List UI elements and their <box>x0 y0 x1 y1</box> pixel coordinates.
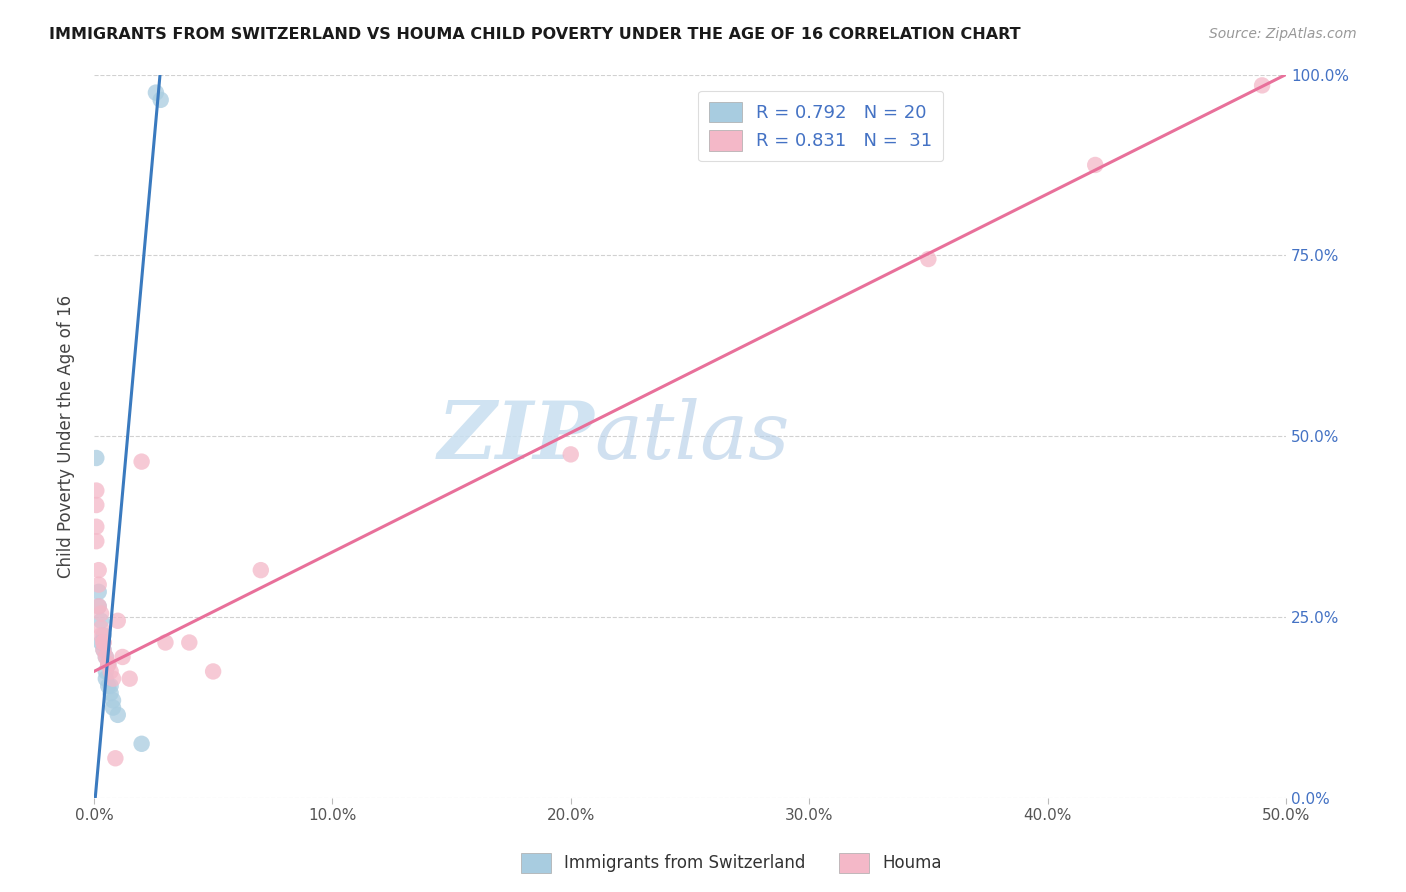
Text: IMMIGRANTS FROM SWITZERLAND VS HOUMA CHILD POVERTY UNDER THE AGE OF 16 CORRELATI: IMMIGRANTS FROM SWITZERLAND VS HOUMA CHI… <box>49 27 1021 42</box>
Point <box>104 751 127 765</box>
Point <box>87 577 110 591</box>
Point <box>149 93 172 107</box>
Point <box>90 635 112 649</box>
Point <box>93 635 115 649</box>
Point <box>97 657 120 672</box>
Point <box>1084 158 1107 172</box>
Text: Source: ZipAtlas.com: Source: ZipAtlas.com <box>1209 27 1357 41</box>
Point <box>107 614 129 628</box>
Legend: R = 0.792   N = 20, R = 0.831   N =  31: R = 0.792 N = 20, R = 0.831 N = 31 <box>699 91 943 161</box>
Point <box>145 86 167 100</box>
Point <box>131 455 153 469</box>
Point <box>917 252 939 266</box>
Point <box>86 520 108 534</box>
Point <box>107 707 129 722</box>
Point <box>97 679 120 693</box>
Point <box>118 672 141 686</box>
Point <box>93 642 115 657</box>
Point <box>87 585 110 599</box>
Point <box>101 700 124 714</box>
Point <box>97 657 120 672</box>
Text: ZIP: ZIP <box>437 398 595 475</box>
Point <box>100 686 122 700</box>
Point <box>560 447 582 461</box>
Point <box>94 650 117 665</box>
Y-axis label: Child Poverty Under the Age of 16: Child Poverty Under the Age of 16 <box>58 294 75 578</box>
Point <box>94 672 117 686</box>
Point <box>86 498 108 512</box>
Point <box>131 737 153 751</box>
Point <box>93 635 115 649</box>
Point <box>101 672 124 686</box>
Point <box>97 657 120 672</box>
Point <box>87 599 110 614</box>
Point <box>250 563 273 577</box>
Point <box>100 679 122 693</box>
Point <box>94 665 117 679</box>
Point <box>101 693 124 707</box>
Point <box>100 665 122 679</box>
Text: atlas: atlas <box>595 398 790 475</box>
Point <box>86 483 108 498</box>
Point <box>86 534 108 549</box>
Point <box>90 614 112 628</box>
Point <box>90 628 112 642</box>
Point <box>87 599 110 614</box>
Point <box>179 635 201 649</box>
Point <box>90 621 112 635</box>
Point <box>90 607 112 621</box>
Point <box>202 665 225 679</box>
Point <box>1251 78 1274 93</box>
Point <box>94 650 117 665</box>
Point <box>93 642 115 657</box>
Point <box>86 450 108 465</box>
Legend: Immigrants from Switzerland, Houma: Immigrants from Switzerland, Houma <box>515 847 948 880</box>
Point <box>111 650 134 665</box>
Point <box>87 563 110 577</box>
Point <box>93 628 115 642</box>
Point <box>155 635 177 649</box>
